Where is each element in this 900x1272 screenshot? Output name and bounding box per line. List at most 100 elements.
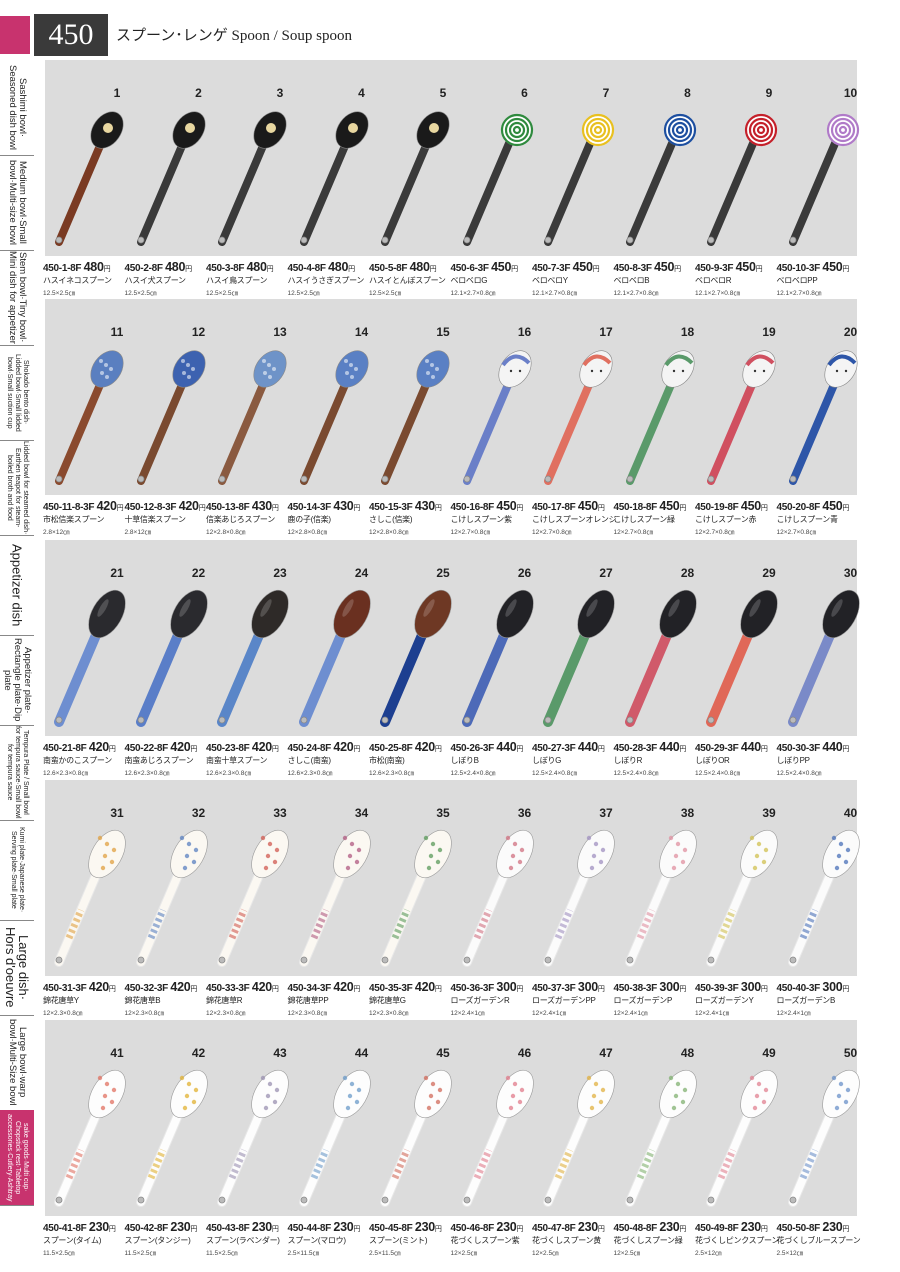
spoon-image[interactable] xyxy=(453,104,535,254)
spoon-image[interactable] xyxy=(208,584,290,734)
product-name: スプーン(マロウ) xyxy=(287,1236,347,1245)
spoon-image[interactable] xyxy=(45,1064,127,1214)
product-caption: 450-46-8F 230円 花づくしスプーン紫 12×2.5㎝ xyxy=(451,1220,533,1257)
spoon-image[interactable] xyxy=(127,343,209,493)
product-caption: 450-19-8F 450円 こけしスプーン赤 12×2.7×0.8㎝ xyxy=(695,499,777,536)
product-caption: 450-21-8F 420円 南蛮かのこスプーン 12.6×2.3×0.8㎝ xyxy=(43,740,125,777)
spoon-image[interactable] xyxy=(616,824,698,974)
spoon-image[interactable] xyxy=(453,1064,535,1214)
spoon-image[interactable] xyxy=(45,824,127,974)
product-size: 12.5×2.4×0.8㎝ xyxy=(695,770,740,777)
product-caption: 450-2-8F 480円 ハスイ犬スプーン 12.5×2.5㎝ xyxy=(125,260,207,297)
spoon-image[interactable] xyxy=(453,824,535,974)
product-code-line: 450-39-3F 300円 xyxy=(695,980,777,994)
spoon-image[interactable] xyxy=(290,1064,372,1214)
item-number: 3 xyxy=(276,86,284,100)
spoon-image[interactable] xyxy=(127,104,209,254)
spoon-image[interactable] xyxy=(453,584,535,734)
spoon-image[interactable] xyxy=(779,343,861,493)
spoon-image[interactable] xyxy=(534,343,616,493)
item-number: 11 xyxy=(110,325,124,339)
product-code: 450-32-3F xyxy=(124,983,171,994)
sidebar-category-7[interactable]: Appetizer plate· Rectangle plate·Dip pla… xyxy=(0,635,34,726)
spoon-image[interactable] xyxy=(534,584,616,734)
spoon-image[interactable] xyxy=(697,584,779,734)
spoon-image[interactable] xyxy=(697,824,779,974)
spoon-image[interactable] xyxy=(534,824,616,974)
product-caption: 450-16-8F 450円 こけしスプーン紫 12×2.7×0.8㎝ xyxy=(451,499,533,536)
yen-unit: 円 xyxy=(190,986,198,993)
product-size: 11.5×2.5㎝ xyxy=(206,1250,238,1257)
spoon-image[interactable] xyxy=(208,343,290,493)
sidebar-category-10[interactable]: Large dish· Hors d'oeuvre xyxy=(0,920,34,1016)
sidebar-category-1[interactable]: Sashimi bowl· Seasoned dish bowl xyxy=(0,60,34,156)
spoon-image[interactable] xyxy=(208,104,290,254)
spoon-image[interactable] xyxy=(208,1064,290,1214)
spoon-image[interactable] xyxy=(697,1064,779,1214)
spoon-image[interactable] xyxy=(371,104,453,254)
spoon-image[interactable] xyxy=(290,343,372,493)
item-number: 15 xyxy=(436,325,450,339)
product-name: 南蛮かのこスプーン xyxy=(43,756,112,765)
spoon-image[interactable] xyxy=(534,104,616,254)
product-code-line: 450-3-8F 480円 xyxy=(206,260,288,274)
product-price: 480 xyxy=(409,260,430,274)
spoon-image[interactable] xyxy=(616,104,698,254)
spoon-image[interactable] xyxy=(371,824,453,974)
sidebar-category-8[interactable]: Tempura Plate / Small bowl for tempura s… xyxy=(0,725,34,821)
spoon-image[interactable] xyxy=(45,104,127,254)
spoon-image[interactable] xyxy=(45,584,127,734)
product-code: 450-1-8F xyxy=(43,263,84,274)
spoon-image[interactable] xyxy=(371,343,453,493)
spoon-image[interactable] xyxy=(127,584,209,734)
product-size: 2.5×12㎝ xyxy=(695,1250,722,1257)
spoon-image[interactable] xyxy=(453,343,535,493)
spoon-image[interactable] xyxy=(616,343,698,493)
spoon-image[interactable] xyxy=(779,824,861,974)
spoon-image[interactable] xyxy=(779,584,861,734)
sidebar-category-9[interactable]: Kumi plate·Japanese plate· Serving plate… xyxy=(0,820,34,921)
spoon-image[interactable] xyxy=(45,343,127,493)
spoon-image[interactable] xyxy=(127,1064,209,1214)
product-name: ハスイ鳥スプーン xyxy=(206,276,268,285)
spoon-image[interactable] xyxy=(779,1064,861,1214)
product-caption: 450-13-8F 430円 信楽あじろスプーン 12×2.8×0.8㎝ xyxy=(206,499,288,536)
sidebar-category-12[interactable]: sake goods·Multi cup· Chopstick rest·Tab… xyxy=(0,1110,34,1206)
sidebar-category-6[interactable]: Appetizer dish xyxy=(0,535,34,636)
product-price: 450 xyxy=(735,260,756,274)
product-size: 12.5×2.5㎝ xyxy=(287,290,320,297)
spoon-image[interactable] xyxy=(290,104,372,254)
spoon-image[interactable] xyxy=(616,584,698,734)
product-size: 12.1×2.7×0.8㎝ xyxy=(695,290,740,297)
product-code-line: 450-30-3F 440円 xyxy=(777,740,859,754)
spoon-image[interactable] xyxy=(616,1064,698,1214)
spoon-image[interactable] xyxy=(697,343,779,493)
spoon-image[interactable] xyxy=(290,824,372,974)
sidebar-category-5[interactable]: Lidded bowl for steamed dish· Earthen te… xyxy=(0,440,34,536)
spoon-image[interactable] xyxy=(208,824,290,974)
spoon-image[interactable] xyxy=(371,1064,453,1214)
product-code-line: 450-27-3F 440円 xyxy=(532,740,614,754)
spoon-image[interactable] xyxy=(697,104,779,254)
spoon-image[interactable] xyxy=(127,824,209,974)
product-caption: 450-22-8F 420円 南蛮あじろスプーン 12.6×2.3×0.8㎝ xyxy=(125,740,207,777)
yen-unit: 円 xyxy=(842,1226,850,1233)
spoon-image[interactable] xyxy=(290,584,372,734)
spoon-image[interactable] xyxy=(779,104,861,254)
yen-unit: 円 xyxy=(842,986,850,993)
product-name: スプーン(ラベンダー) xyxy=(206,1236,280,1245)
product-price: 230 xyxy=(822,1220,843,1234)
product-code: 450-31-3F xyxy=(43,983,89,994)
sidebar-category-11[interactable]: Large bowl·warp bowl·Multi-Size bowl xyxy=(0,1015,34,1111)
sidebar-category-2[interactable]: Medium bowl·Small bowl·Multi-size bowl xyxy=(0,155,34,251)
sidebar-category-4[interactable]: Shokado bento dish· Lidded bowl·Small li… xyxy=(0,345,34,441)
product-size: 12×2.8×0.8㎝ xyxy=(287,529,327,536)
product-size: 12×2.4×1㎝ xyxy=(450,1010,485,1017)
sidebar-category-label: Kumi plate·Japanese plate· Serving plate… xyxy=(10,827,25,913)
spoon-image[interactable] xyxy=(534,1064,616,1214)
item-number: 2 xyxy=(195,86,202,100)
product-caption: 450-50-8F 230円 花づくしブルースプーン 2.5×12㎝ xyxy=(777,1220,861,1257)
sidebar-category-3[interactable]: Stem bowl·Tiny bowl· Mini dish for appet… xyxy=(0,250,34,346)
item-number: 30 xyxy=(843,566,858,580)
spoon-image[interactable] xyxy=(371,584,453,734)
